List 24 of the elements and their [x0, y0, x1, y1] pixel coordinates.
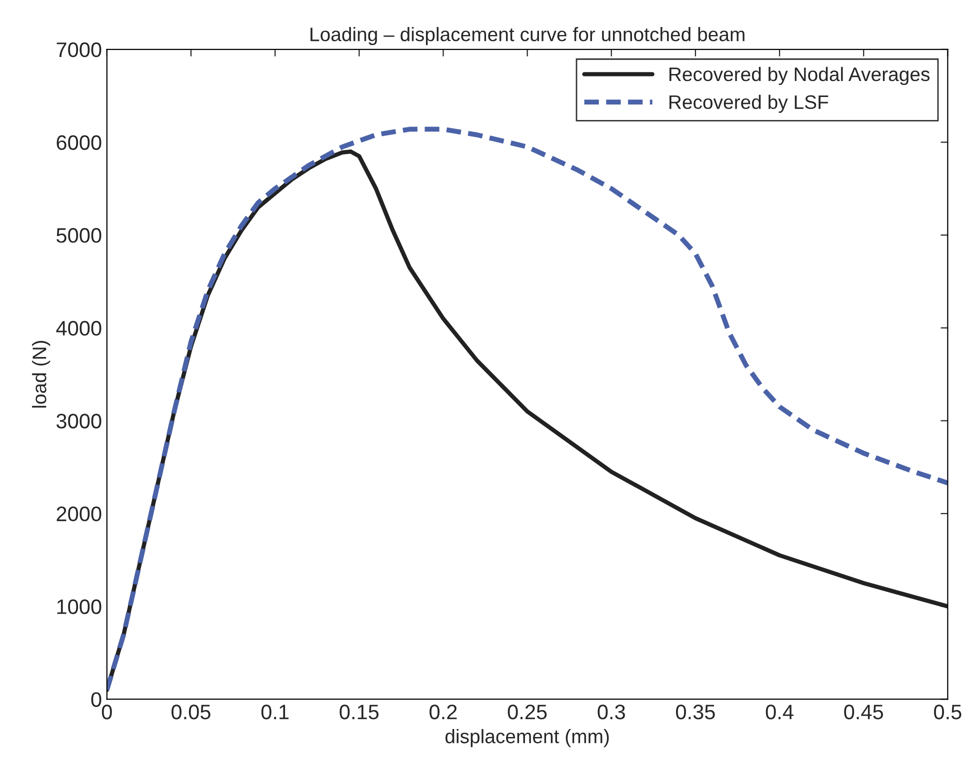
x-tick-label: 0.1 — [261, 704, 289, 720]
y-tick-label: 3000 — [56, 414, 102, 428]
y-tick-label: 5000 — [56, 228, 102, 243]
x-tick-label: 0.4 — [766, 704, 794, 720]
x-tick-label: 0 — [102, 704, 112, 720]
y-axis-title: load (N) — [32, 340, 50, 408]
x-tick-label: 0.15 — [340, 704, 379, 720]
y-tick-label: 6000 — [56, 135, 102, 150]
x-tick-label: 0.5 — [934, 704, 962, 720]
chart-title: Loading – displacement curve for unnotched beam — [310, 26, 744, 46]
legend-label: Recovered by Nodal Averages — [669, 66, 930, 86]
y-tick-label: 0 — [91, 692, 102, 707]
x-tick-label: 0.25 — [508, 704, 547, 720]
y-tick-label: 7000 — [56, 42, 102, 58]
x-tick-label: 0.3 — [598, 704, 625, 720]
x-tick-label: 0.2 — [430, 704, 457, 720]
x-tick-label: 0.45 — [844, 704, 884, 720]
x-tick-label: 0.05 — [172, 704, 210, 720]
legend-label: Recovered by LSF — [669, 94, 828, 113]
x-axis-title: displacement (mm) — [445, 729, 609, 748]
y-tick-label: 2000 — [56, 506, 102, 522]
x-tick-label: 0.35 — [676, 704, 715, 720]
y-tick-label: 4000 — [56, 320, 102, 336]
y-tick-label: 1000 — [57, 599, 102, 614]
